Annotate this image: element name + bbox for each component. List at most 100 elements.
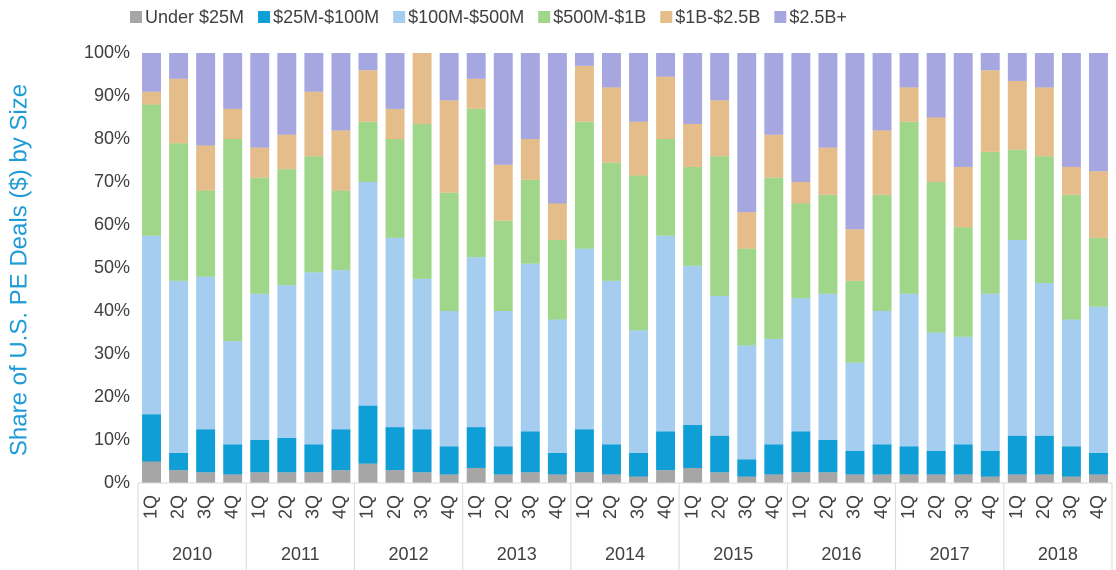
x-tick-label: 2Q [600, 495, 620, 519]
x-tick-label: 4Q [1087, 495, 1107, 519]
bar-segment [331, 130, 351, 191]
bar-segment [169, 78, 189, 144]
bar-segment [574, 429, 594, 473]
bar-segment [710, 295, 730, 436]
bar-segment [466, 427, 486, 468]
bar-segment [250, 472, 270, 483]
bar-segment [223, 139, 243, 342]
x-tick-label: 3Q [1060, 495, 1080, 519]
bar-segment [845, 450, 865, 475]
bar-segment [1089, 452, 1108, 475]
bar-segment [980, 293, 1000, 451]
y-tick-label: 0% [104, 472, 130, 492]
y-tick-label: 30% [94, 343, 130, 363]
bar-segment [764, 444, 784, 475]
x-tick-label: 4Q [438, 495, 458, 519]
x-tick-label: 1Q [681, 495, 701, 519]
year-label: 2010 [172, 544, 212, 564]
bar-segment [547, 474, 567, 483]
bar-segment [872, 53, 892, 131]
bar-segment [574, 472, 594, 483]
bar-segment [818, 472, 838, 483]
bar-segment [845, 362, 865, 451]
bar-segment [872, 194, 892, 311]
bar-segment [493, 220, 513, 311]
bar-segment [412, 472, 432, 483]
bar-segment [629, 53, 648, 122]
x-tick-label: 3Q [303, 495, 323, 519]
bar-segment [602, 53, 621, 88]
x-tick-label: 3Q [627, 495, 647, 519]
bar-segment [196, 472, 216, 483]
bar-segment [791, 203, 811, 299]
bar-segment [602, 474, 621, 483]
bar-segment [602, 87, 621, 163]
bar-segment [277, 437, 297, 473]
legend-label: $100M-$500M [408, 7, 524, 27]
bar-segment [737, 476, 757, 483]
bar-segment [872, 444, 892, 475]
bar-segment [385, 470, 405, 483]
bar-segment [899, 121, 919, 294]
bar-segment [439, 446, 459, 475]
bar-segment [845, 53, 865, 230]
bar-segment [1061, 53, 1081, 167]
year-label: 2017 [930, 544, 970, 564]
x-tick-label: 1Q [573, 495, 593, 519]
bar-segment [1089, 306, 1108, 453]
legend-label: Under $25M [145, 7, 244, 27]
bar-segment [683, 424, 703, 468]
bar-segment [656, 431, 676, 471]
bar-segment [304, 91, 324, 157]
bar-segment [385, 237, 405, 428]
x-tick-label: 1Q [465, 495, 485, 519]
bar-segment [1061, 194, 1081, 320]
bar-segment [223, 53, 243, 109]
bar-segment [926, 53, 946, 118]
bar-segment [412, 278, 432, 430]
bar-segment [358, 53, 378, 71]
x-tick-label: 1Q [1006, 495, 1026, 519]
bar-segment [791, 431, 811, 473]
bar-segment [520, 263, 540, 432]
bar-segment [547, 319, 567, 453]
bar-segment [818, 440, 838, 473]
bar-segment [791, 53, 811, 182]
bar-segment [385, 108, 405, 139]
bar-segment [1007, 435, 1027, 475]
x-tick-label: 1Q [249, 495, 269, 519]
bar-segment [196, 190, 216, 277]
bar-segment [493, 53, 513, 165]
bar-segment [358, 405, 378, 464]
year-label: 2012 [389, 544, 429, 564]
bar-segment [223, 444, 243, 475]
bar-segment [196, 276, 216, 430]
bar-segment [439, 311, 459, 447]
bar-segment [683, 467, 703, 483]
bar-segment [1061, 319, 1081, 447]
bar-segment [1089, 171, 1108, 238]
legend-swatch [774, 11, 787, 23]
bar-segment [223, 341, 243, 445]
bar-segment [520, 472, 540, 483]
bar-segment [169, 470, 189, 483]
year-label: 2013 [497, 544, 537, 564]
bar-segment [899, 53, 919, 88]
bar-segment [791, 298, 811, 432]
bar-segment [1007, 53, 1027, 81]
x-tick-label: 4Q [546, 495, 566, 519]
bar-segment [493, 311, 513, 447]
x-tick-label: 2Q [817, 495, 837, 519]
bar-segment [574, 121, 594, 249]
bar-segment [169, 53, 189, 79]
bar-segment [899, 474, 919, 483]
bar-segment [466, 257, 486, 428]
bar-segment [331, 470, 351, 483]
bar-segment [980, 70, 1000, 152]
bar-segment [574, 53, 594, 66]
bar-segment [953, 444, 973, 475]
bar-segment [926, 117, 946, 182]
bar-segment [737, 459, 757, 477]
bar-segment [602, 162, 621, 281]
bar-segment [683, 53, 703, 124]
